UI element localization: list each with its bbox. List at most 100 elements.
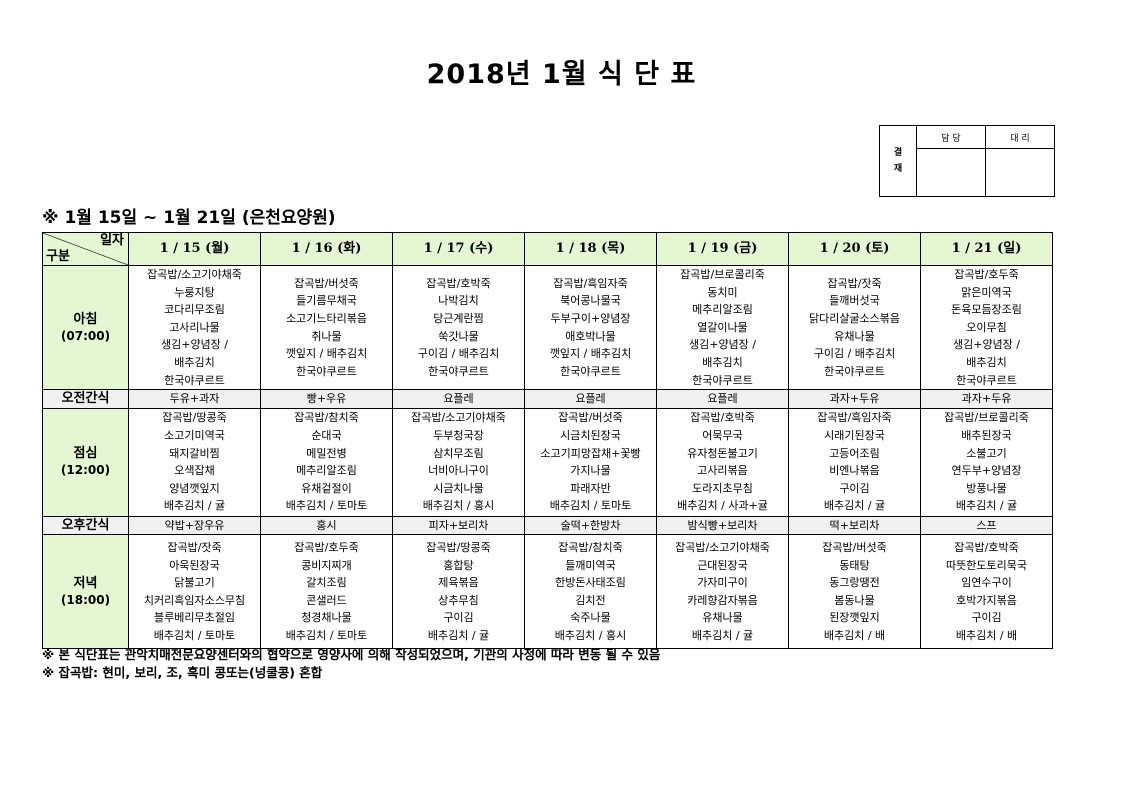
menu-item: 잡곡밥/잣죽	[827, 276, 882, 290]
menu-item: 배추김치 / 토마토	[285, 629, 368, 643]
snack-row: 오후간식 약밥+장우유 홍시 피자+보리차 술떡+한방차 밤식빵+보리차 떡+보리차 스프	[42, 515, 1053, 536]
menu-item: 김치전	[575, 593, 606, 607]
menu-item: 삼치무조림	[433, 446, 484, 460]
menu-item: 배추김치	[174, 355, 215, 369]
menu-item: 시래기된장국	[824, 429, 885, 443]
menu-item: 생김+양념장 /	[160, 338, 229, 352]
snack-cell: 약밥+장우유	[128, 515, 261, 536]
snack-cell: 홍시	[260, 515, 393, 536]
menu-cell: 잡곡밥/소고기야채죽 근대된장국 가자미구이 카레향감자볶음 유채나물 배추김치 / 귤	[656, 534, 789, 650]
snack-cell: 빵+우유	[260, 389, 393, 409]
menu-item: 돼지갈비찜	[169, 446, 220, 460]
menu-item: 유자청돈불고기	[687, 446, 758, 460]
menu-item: 취나물	[311, 329, 342, 343]
meal-row: 점심 (12:00) 잡곡밥/땅콩죽 소고기미역국 돼지갈비찜 오색잡채 양념깻잎지 배추김치…	[42, 407, 1053, 517]
menu-item: 잡곡밥/호두죽	[954, 268, 1019, 281]
approval-box: 결 재 담 당 대 리	[879, 125, 1055, 197]
menu-item: 메추리알조림	[692, 303, 753, 317]
menu-cell: 잡곡밥/브로콜리죽 배추된장국 소불고기 연두부+양념장 방풍나물 배추김치 / 귤	[920, 407, 1053, 517]
menu-item: 구이김 / 배추김치	[417, 347, 500, 361]
menu-item: 잡곡밥/땅콩죽	[162, 411, 227, 425]
menu-item: 한국야쿠르트	[692, 373, 753, 387]
menu-cell: 잡곡밥/소고기야채죽 누룽지탕 코다리무조림 고사리나물 생김+양념장 / 배추김치 한국야…	[128, 264, 261, 391]
meal-name: 점심	[73, 446, 98, 462]
meal-time: (12:00)	[60, 463, 111, 478]
menu-cell: 잡곡밥/호박죽 나박김치 당근계란찜 쑥갓나물 구이김 / 배추김치 한국야쿠르트	[392, 264, 525, 391]
menu-item: 깻잎지 / 배추김치	[549, 347, 632, 361]
menu-item: 닭불고기	[174, 576, 215, 590]
corner-cell: 일자 구분	[42, 232, 129, 266]
menu-cell: 잡곡밥/흑임자죽 북어콩나물국 두부구이+양념장 애호박나물 깻잎지 / 배추김치 한국야…	[524, 264, 657, 391]
menu-item: 구이김	[443, 611, 474, 625]
menu-item: 시금치된장국	[560, 429, 621, 443]
menu-item: 제육볶음	[438, 576, 479, 590]
menu-item: 메밀전병	[306, 446, 347, 460]
menu-item: 가지나물	[570, 464, 611, 478]
menu-item: 들깨미역국	[565, 558, 616, 572]
snack-label: 오후간식	[42, 515, 129, 536]
approval-sign-staff	[916, 148, 986, 197]
menu-item: 돈육모듬장조림	[951, 303, 1022, 317]
menu-item: 잡곡밥/잣죽	[167, 541, 222, 555]
menu-item: 임연수구이	[961, 576, 1012, 590]
menu-cell: 잡곡밥/버섯죽 들기름무채국 소고기느타리볶음 취나물 깻잎지 / 배추김치 한국야쿠르트	[260, 264, 393, 391]
menu-item: 두부청국장	[433, 429, 484, 443]
menu-item: 닭다리살굴소스볶음	[808, 311, 901, 325]
snack-cell: 요플레	[524, 389, 657, 409]
menu-item: 애호박나물	[565, 329, 616, 343]
menu-cell: 잡곡밥/땅콩죽 소고기미역국 돼지갈비찜 오색잡채 양념깻잎지 배추김치 / 귤	[128, 407, 261, 517]
menu-item: 잡곡밥/소고기야채죽	[147, 268, 242, 281]
snack-cell: 요플레	[656, 389, 789, 409]
menu-item: 생김+양념장 /	[952, 338, 1021, 352]
menu-item: 따뜻한도토리묵국	[946, 558, 1027, 572]
snack-row: 오전간식 두유+과자 빵+우유 요플레 요플레 요플레 과자+두유 과자+두유	[42, 389, 1053, 409]
menu-item: 콘샐러드	[306, 593, 347, 607]
note-line: ※ 본 식단표는 관악치매전문요양센터와의 협약으로 영양사에 의해 작성되었으…	[42, 647, 661, 662]
day-header: 1 / 20 (토)	[788, 232, 921, 266]
menu-item: 메추리알조림	[296, 464, 357, 478]
menu-cell: 잡곡밥/호박죽 따뜻한도토리묵국 임연수구이 호박가지볶음 구이김 배추김치 / 배	[920, 534, 1053, 650]
menu-item: 배추김치 / 토마토	[549, 499, 632, 513]
day-header: 1 / 17 (수)	[392, 232, 525, 266]
menu-item: 호박가지볶음	[956, 593, 1017, 607]
meal-name: 아침	[73, 311, 98, 327]
corner-diagonal: 일자 구분	[43, 233, 128, 265]
menu-item: 상추무침	[438, 593, 479, 607]
menu-item: 잡곡밥/소고기야채죽	[411, 411, 506, 425]
menu-item: 잡곡밥/호박죽	[690, 411, 755, 425]
corner-date-label: 일자	[100, 233, 124, 248]
menu-item: 한국야쿠르트	[428, 364, 489, 378]
menu-item: 블루베리무초절임	[154, 611, 235, 625]
snack-cell: 떡+보리차	[788, 515, 921, 536]
snack-cell: 술떡+한방차	[524, 515, 657, 536]
meal-label: 점심 (12:00)	[42, 407, 129, 517]
snack-cell: 피자+보리차	[392, 515, 525, 536]
menu-item: 한국야쿠르트	[956, 373, 1017, 387]
menu-item: 잡곡밥/소고기야채죽	[675, 541, 770, 555]
menu-item: 배추김치 / 토마토	[285, 499, 368, 513]
snack-label: 오전간식	[42, 389, 129, 409]
menu-item: 열갈이나물	[697, 320, 748, 334]
meal-name: 저녁	[73, 575, 98, 591]
menu-item: 어묵무국	[702, 429, 743, 443]
menu-item: 동태탕	[839, 558, 870, 572]
menu-item: 코다리무조림	[164, 303, 225, 317]
menu-item: 누룽지탕	[174, 285, 215, 299]
menu-item: 잡곡밥/브로콜리죽	[680, 268, 765, 281]
menu-cell: 잡곡밥/버섯죽 동태탕 동그랑땡전 봄동나물 된장깻잎지 배추김치 / 배	[788, 534, 921, 650]
menu-item: 홍합탕	[443, 558, 474, 572]
meal-label: 저녁 (18:00)	[42, 534, 129, 650]
menu-item: 소고기미역국	[164, 429, 225, 443]
menu-cell: 잡곡밥/잣죽 들깨버섯국 닭다리살굴소스볶음 유채나물 구이김 / 배추김치 한국야쿠르트	[788, 264, 921, 391]
menu-item: 동치미	[707, 285, 738, 299]
menu-cell: 잡곡밥/흑임자죽 시래기된장국 고등어조림 비엔나볶음 구이김 배추김치 / 귤	[788, 407, 921, 517]
menu-item: 양념깻잎지	[169, 481, 220, 495]
menu-table: 일자 구분 1 / 15 (월) 1 / 16 (화) 1 / 17 (수) 1 / 18…	[42, 232, 1053, 650]
menu-item: 배추김치 / 귤	[427, 629, 490, 643]
menu-cell: 잡곡밥/호두죽 콩비지찌개 갈치조림 콘샐러드 청경채나물 배추김치 / 토마토	[260, 534, 393, 650]
menu-item: 오이무침	[966, 320, 1007, 334]
notes: ※ 본 식단표는 관악치매전문요양센터와의 협약으로 영양사에 의해 작성되었으…	[42, 646, 660, 682]
menu-item: 당근계란찜	[433, 311, 484, 325]
meal-time: (07:00)	[60, 328, 111, 343]
menu-item: 순대국	[311, 429, 342, 443]
